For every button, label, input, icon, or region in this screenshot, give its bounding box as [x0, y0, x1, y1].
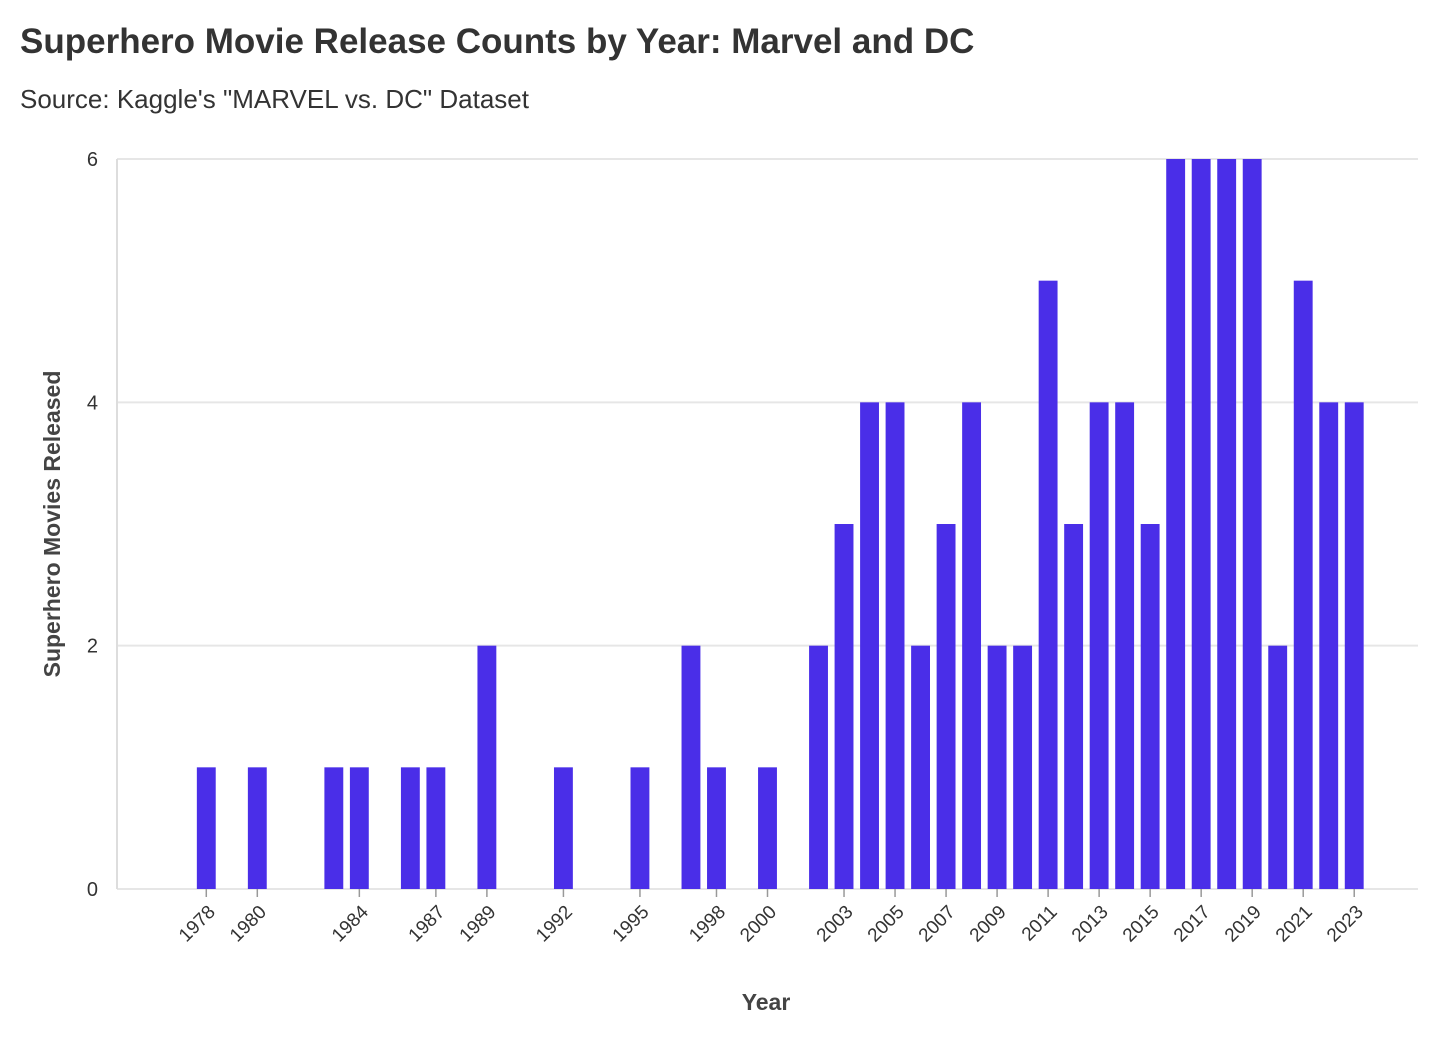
x-tick-label: 2003 — [813, 902, 858, 947]
x-tick-label: 1989 — [456, 902, 501, 947]
x-tick-label: 2009 — [966, 902, 1011, 947]
bar-2005 — [885, 402, 905, 889]
bar-2007 — [936, 524, 956, 889]
x-tick-label: 2005 — [864, 902, 909, 947]
y-tick-label: 6 — [87, 149, 98, 171]
chart-subtitle: Source: Kaggle's "MARVEL vs. DC" Dataset — [20, 84, 529, 114]
bar-1984 — [349, 767, 369, 889]
bars — [196, 159, 1364, 890]
bar-1998 — [707, 767, 726, 889]
x-tick-label: 2023 — [1323, 902, 1368, 947]
y-tick-label: 2 — [87, 636, 98, 658]
bar-2012 — [1064, 524, 1084, 889]
bar-2011 — [1038, 280, 1058, 890]
bar-2019 — [1242, 159, 1262, 889]
x-tick-label: 2011 — [1018, 902, 1062, 946]
chart-title: Superhero Movie Release Counts by Year: … — [20, 22, 975, 61]
x-tick-label: 2015 — [1119, 902, 1164, 947]
bar-1983 — [324, 767, 344, 889]
bar-1978 — [196, 767, 216, 889]
x-tick-label: 2019 — [1221, 902, 1266, 947]
bar-2022 — [1319, 402, 1339, 889]
x-tick-label: 2021 — [1272, 902, 1317, 947]
y-axis-title: Superhero Movies Released — [39, 371, 65, 678]
bar-2017 — [1191, 159, 1211, 889]
bar-2016 — [1166, 159, 1186, 889]
bar-1980 — [247, 767, 267, 889]
x-tick-label: 1978 — [175, 902, 220, 947]
bar-2002 — [809, 645, 828, 889]
bar-2015 — [1140, 524, 1160, 889]
bar-2000 — [758, 767, 777, 889]
bar-1997 — [681, 645, 701, 889]
y-tick-label: 0 — [87, 879, 98, 901]
x-tick-label: 1998 — [685, 902, 730, 947]
bar-1992 — [553, 767, 573, 889]
bar-1995 — [630, 767, 650, 889]
x-tick-label: 1984 — [328, 901, 373, 946]
x-tick-label: 1987 — [405, 902, 450, 947]
y-tick-label: 4 — [87, 392, 98, 414]
x-tick-label: 2013 — [1068, 902, 1113, 947]
bar-1987 — [426, 767, 446, 889]
x-tick-label: 1992 — [532, 902, 577, 947]
x-tick-label: 2000 — [736, 902, 781, 947]
bar-2020 — [1268, 645, 1288, 889]
bar-1986 — [400, 767, 420, 889]
bar-2013 — [1089, 402, 1109, 889]
bar-2023 — [1344, 402, 1364, 889]
x-tick-label: 2007 — [915, 902, 960, 947]
bar-2014 — [1115, 402, 1135, 889]
bar-2021 — [1293, 280, 1313, 890]
x-tick-label: 1980 — [226, 902, 271, 947]
x-axis-title: Year — [742, 989, 791, 1015]
bar-2003 — [834, 524, 854, 889]
bar-2010 — [1013, 645, 1033, 889]
bar-2009 — [987, 645, 1007, 889]
bar-2018 — [1217, 159, 1237, 889]
bar-2008 — [962, 402, 982, 889]
x-tick-label: 2017 — [1170, 902, 1215, 947]
bar-2006 — [911, 645, 930, 889]
x-tick-label: 1995 — [609, 902, 654, 947]
bar-1989 — [477, 645, 497, 889]
bar-2004 — [860, 402, 879, 889]
